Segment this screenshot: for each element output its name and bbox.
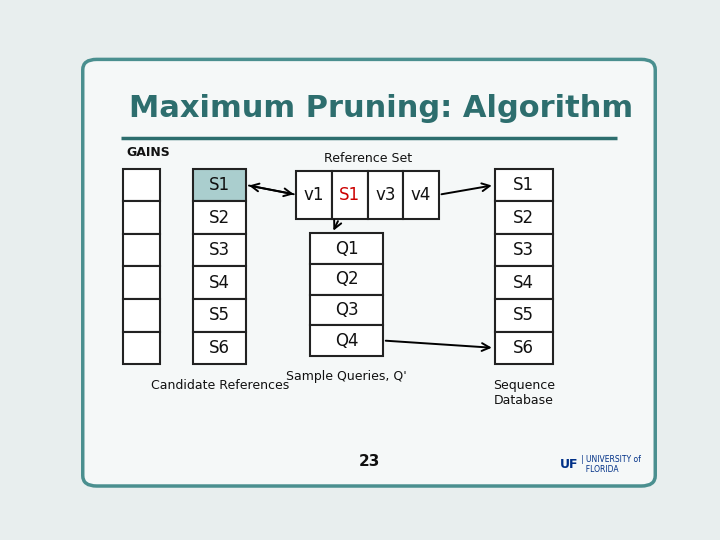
Text: v4: v4 <box>411 186 431 204</box>
Text: S1: S1 <box>210 176 230 194</box>
Bar <box>495 234 553 266</box>
Text: S2: S2 <box>513 208 534 227</box>
Bar <box>495 266 553 299</box>
Bar <box>124 266 160 299</box>
Text: S4: S4 <box>513 274 534 292</box>
Bar <box>310 325 383 356</box>
Bar <box>193 201 246 234</box>
Text: S6: S6 <box>210 339 230 357</box>
Bar <box>193 234 246 266</box>
Bar <box>124 332 160 364</box>
Text: UF: UF <box>559 458 578 471</box>
Bar <box>124 168 160 201</box>
Text: Maximum Pruning: Algorithm: Maximum Pruning: Algorithm <box>129 94 633 123</box>
Bar <box>310 233 383 264</box>
Text: Q1: Q1 <box>335 240 359 258</box>
Text: 23: 23 <box>359 454 379 469</box>
Text: Sequence
Database: Sequence Database <box>493 379 555 407</box>
Text: S3: S3 <box>210 241 230 259</box>
Bar <box>193 332 246 364</box>
Bar <box>297 171 332 219</box>
Bar <box>193 168 246 201</box>
Text: Q4: Q4 <box>335 332 359 349</box>
Text: S6: S6 <box>513 339 534 357</box>
Text: S3: S3 <box>513 241 534 259</box>
Text: S4: S4 <box>210 274 230 292</box>
FancyBboxPatch shape <box>83 59 655 486</box>
Text: | UNIVERSITY of
  FLORIDA: | UNIVERSITY of FLORIDA <box>581 455 641 475</box>
Text: Candidate References: Candidate References <box>150 379 289 392</box>
Bar <box>193 266 246 299</box>
Text: Sample Queries, Q': Sample Queries, Q' <box>287 370 407 383</box>
Text: S5: S5 <box>210 306 230 325</box>
Text: S1: S1 <box>513 176 534 194</box>
Bar <box>124 234 160 266</box>
Bar <box>495 168 553 201</box>
Text: Reference Set: Reference Set <box>323 152 412 165</box>
Bar <box>310 294 383 325</box>
Text: GAINS: GAINS <box>126 146 170 159</box>
Text: S5: S5 <box>513 306 534 325</box>
Bar <box>368 171 403 219</box>
Text: Q2: Q2 <box>335 270 359 288</box>
Text: v3: v3 <box>375 186 396 204</box>
Text: v1: v1 <box>304 186 325 204</box>
Text: S1: S1 <box>339 186 361 204</box>
Bar <box>495 332 553 364</box>
Bar <box>495 201 553 234</box>
Text: S2: S2 <box>210 208 230 227</box>
Text: Q3: Q3 <box>335 301 359 319</box>
Bar <box>124 201 160 234</box>
Bar <box>124 299 160 332</box>
Bar <box>332 171 368 219</box>
Bar <box>403 171 438 219</box>
Bar <box>193 299 246 332</box>
Bar <box>495 299 553 332</box>
Bar <box>310 264 383 294</box>
